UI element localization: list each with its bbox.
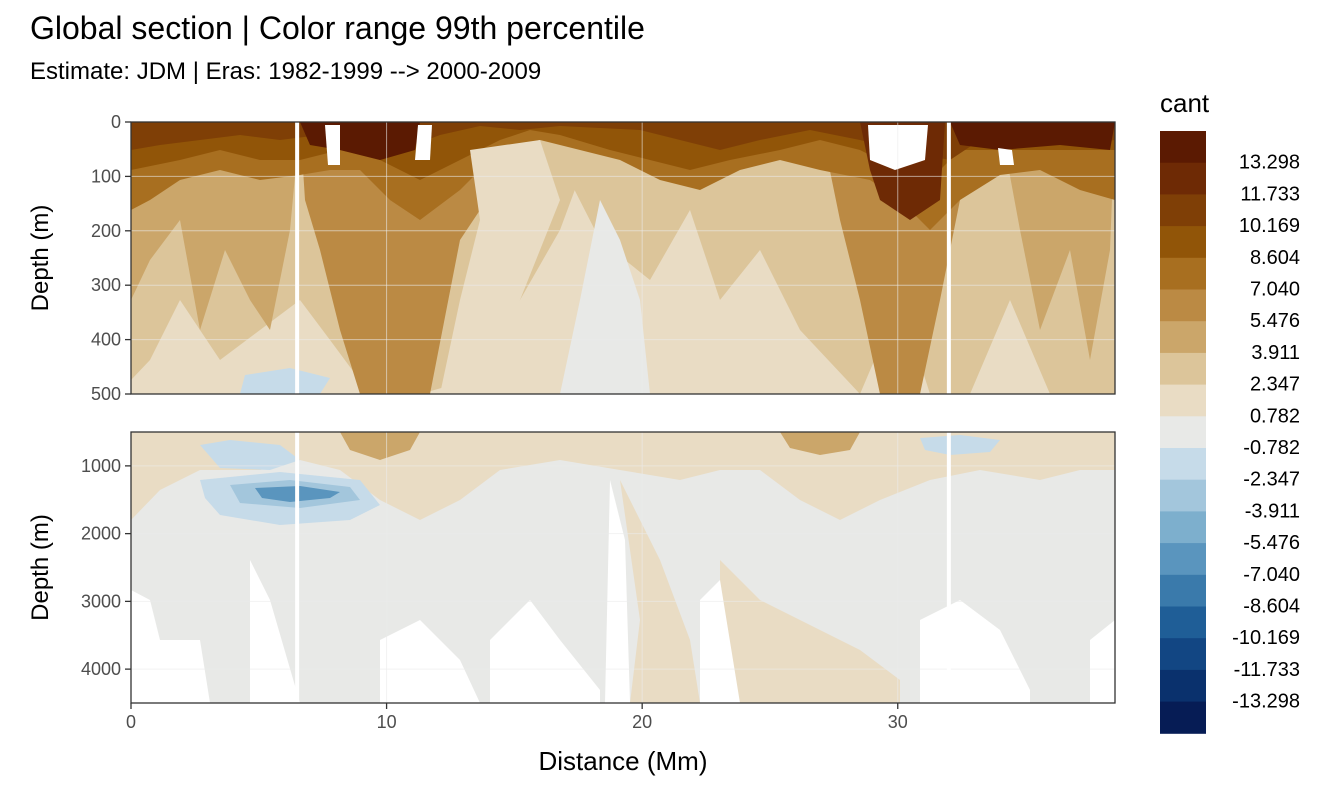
y-tick-label: 300 bbox=[91, 275, 121, 295]
legend-label: 13.298 bbox=[1239, 152, 1300, 174]
legend-swatch bbox=[1160, 131, 1206, 164]
legend-swatch bbox=[1160, 289, 1206, 322]
panel-border bbox=[130, 121, 1116, 395]
legend-swatch bbox=[1160, 416, 1206, 449]
legend-label: 7.040 bbox=[1250, 279, 1300, 301]
legend-label: -7.040 bbox=[1243, 564, 1300, 586]
lower-blank-2 bbox=[250, 560, 300, 703]
legend-label: 0.782 bbox=[1250, 405, 1300, 427]
legend-title: cant bbox=[1160, 88, 1210, 118]
chart-subtitle: Estimate: JDM | Eras: 1982-1999 --> 2000… bbox=[30, 58, 542, 85]
legend-label: -3.911 bbox=[1245, 500, 1300, 522]
y-tick-label: 100 bbox=[91, 166, 121, 186]
legend-label: -8.604 bbox=[1243, 596, 1300, 618]
lower-warm-west bbox=[340, 432, 420, 460]
lower-blank-4 bbox=[490, 600, 600, 703]
legend-swatch bbox=[1160, 448, 1206, 481]
legend-swatch bbox=[1160, 257, 1206, 290]
legend-label: -13.298 bbox=[1232, 691, 1300, 713]
legend-label: 10.169 bbox=[1239, 215, 1300, 237]
x-axis-title: Distance (Mm) bbox=[538, 746, 707, 776]
legend-swatch bbox=[1160, 669, 1206, 703]
legend-swatch bbox=[1160, 574, 1206, 607]
x-tick-label: 10 bbox=[377, 712, 397, 732]
lower-blue-upper bbox=[200, 440, 300, 470]
y-tick-label: 2000 bbox=[81, 524, 121, 544]
legend-swatch bbox=[1160, 543, 1206, 576]
lower-blank-8 bbox=[1090, 620, 1115, 703]
legend-label: 11.733 bbox=[1240, 183, 1300, 205]
lower-blank-6 bbox=[700, 580, 740, 703]
legend-label: 3.911 bbox=[1251, 342, 1300, 364]
upper-panel-field bbox=[131, 122, 1115, 394]
lower-warm-east bbox=[780, 432, 860, 455]
upper-blue-patch bbox=[240, 368, 330, 394]
legend-swatch bbox=[1160, 384, 1206, 417]
legend-label: 8.604 bbox=[1250, 247, 1300, 269]
x-tick-label: 0 bbox=[126, 712, 136, 732]
lower-blank-5 bbox=[605, 480, 630, 703]
legend-swatch bbox=[1160, 226, 1206, 259]
lower-blank-west bbox=[131, 590, 210, 703]
legend-swatch bbox=[1160, 321, 1206, 354]
legend-swatch bbox=[1160, 606, 1206, 639]
upper-blank-1 bbox=[325, 125, 340, 165]
x-tick-label: 20 bbox=[632, 712, 652, 732]
lower-blue-east bbox=[920, 435, 1000, 455]
panel-border bbox=[130, 431, 1116, 704]
upper-blank-2 bbox=[415, 125, 432, 160]
legend-swatch bbox=[1160, 352, 1206, 386]
legend-label: 5.476 bbox=[1250, 310, 1300, 332]
chart-title: Global section | Color range 99th percen… bbox=[30, 10, 645, 46]
y-tick-label: 4000 bbox=[81, 659, 121, 679]
legend-label: -11.733 bbox=[1234, 659, 1300, 681]
lower-panel-field bbox=[131, 432, 1115, 703]
y-axis-title: Depth (m) bbox=[27, 205, 54, 312]
y-tick-label: 200 bbox=[91, 221, 121, 241]
legend-label: -5.476 bbox=[1243, 532, 1300, 554]
legend-swatch bbox=[1160, 701, 1206, 734]
lower-blank-3 bbox=[380, 620, 480, 703]
upper-light-band bbox=[440, 140, 560, 394]
y-tick-label: 400 bbox=[91, 330, 121, 350]
lower-tan-lobe-2 bbox=[720, 560, 900, 703]
legend-swatch bbox=[1160, 194, 1206, 227]
upper-core-east bbox=[950, 122, 1115, 150]
legend-swatch bbox=[1160, 638, 1206, 671]
y-tick-label: 0 bbox=[111, 112, 121, 132]
y-tick-label: 1000 bbox=[81, 456, 121, 476]
lower-tan-lobe-1 bbox=[620, 480, 700, 703]
legend-swatch bbox=[1160, 162, 1206, 195]
legend-label: -10.169 bbox=[1232, 627, 1300, 649]
x-tick-label: 30 bbox=[888, 712, 908, 732]
legend-swatch bbox=[1160, 511, 1206, 544]
y-axis-title: Depth (m) bbox=[27, 514, 54, 621]
y-tick-label: 500 bbox=[91, 384, 121, 404]
y-tick-label: 3000 bbox=[81, 591, 121, 611]
legend-label: -0.782 bbox=[1243, 437, 1300, 459]
upper-neutral-patch bbox=[560, 200, 650, 394]
legend-label: 2.347 bbox=[1250, 374, 1300, 396]
upper-blank-4 bbox=[998, 148, 1014, 165]
legend-swatch bbox=[1160, 479, 1206, 512]
legend-label: -2.347 bbox=[1243, 469, 1300, 491]
